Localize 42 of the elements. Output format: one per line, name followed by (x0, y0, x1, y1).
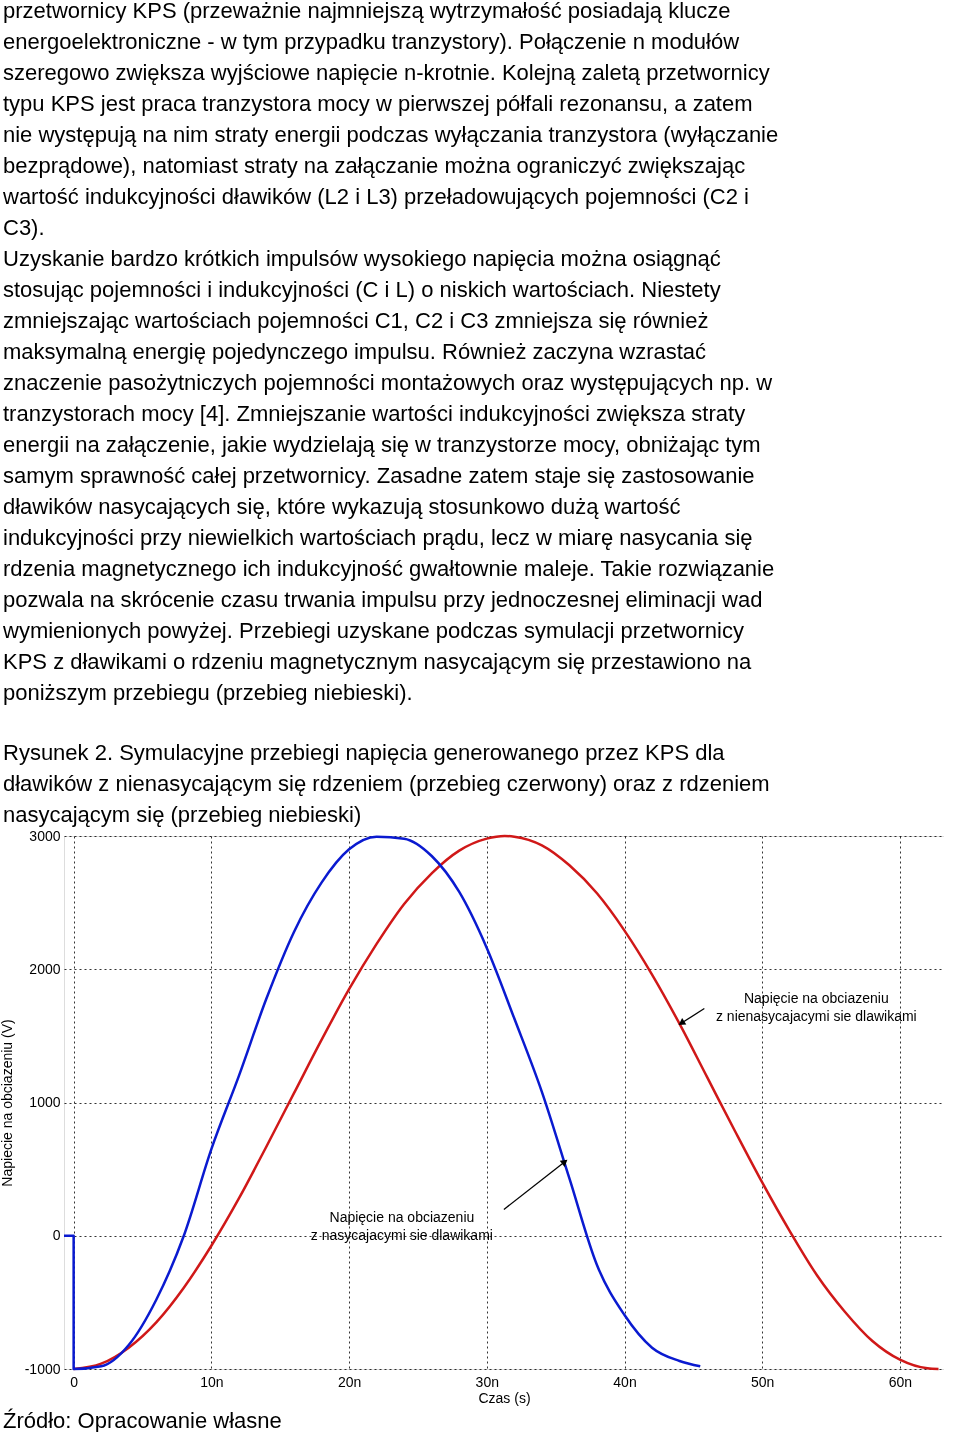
y-tick-label: 1000 (29, 1094, 61, 1110)
text: dławików nasycających się, które wykazują stosunkowo dużą wartość (3, 494, 681, 519)
y-tick-label: 2000 (29, 960, 61, 977)
text: tranzystorach mocy [4]. Zmniejszanie wartości indukcyjności zwiększa straty (3, 401, 746, 426)
text: nie występują na nim straty energii podczas wyłączania tranzystora (wyłączanie (3, 122, 779, 147)
text: zmniejszając wartościach pojemności C1, C2 i C3 zmniejsza się również (3, 308, 709, 333)
text: poniższym przebiegu (przebieg niebieski). (3, 680, 413, 705)
text: samym sprawność całej przetwornicy. Zasadne zatem staje się zastosowanie (3, 463, 755, 488)
x-tick-label: 60n (888, 1373, 913, 1390)
y-tick-label: 3000 (29, 827, 61, 844)
x-tick-label: 20n (337, 1373, 362, 1390)
text: energoelektroniczne - w tym przypadku tranzystory). Połączenie n modułów (3, 29, 740, 54)
text: wymienionych powyżej. Przebiegi uzyskane podczas symulacji przetwornicy (2, 618, 744, 643)
text: znaczenie pasożytniczych pojemności montażowych oraz występujących np. w (3, 370, 773, 395)
y-tick-label: -1000 (24, 1360, 61, 1377)
y-tick-label: 0 (52, 1227, 61, 1244)
chart-title: Rysunek 2. Symulacyjne przebiegi napięcia generowanego przez KPS dla dławików z nienasycającym się rdzeniem (przebieg czerwony) oraz z rdzeniem nasycającym się (przebieg niebieski) (3, 740, 770, 827)
text: Źródło: Opracowanie własne (3, 1408, 282, 1433)
text: energii na załączenie, jakie wydzielają się w tranzystorze mocy, obniżając tym (3, 432, 761, 457)
text: C3). (3, 215, 45, 240)
x-tick-label: 10n (200, 1373, 224, 1390)
x-tick-label: 40n (613, 1373, 637, 1390)
line-series (62, 835, 702, 1371)
x-tick-label: 30n (475, 1373, 499, 1390)
text: pozwala na skrócenie czasu trwania impulsu przy jednoczesnej eliminacji wad (3, 587, 763, 612)
x-tick-label: 0 (70, 1373, 79, 1390)
text: indukcyjności przy niewielkich wartościach prądu, lecz w miarę nasycania się (3, 525, 753, 550)
annotation: Napięcie na obciazeniu z nasycajacymi sie dlawikami (310, 1209, 493, 1244)
x-tick-label: 50n (751, 1373, 775, 1390)
text: szeregowo zwiększa wyjściowe napięcie n-krotnie. Kolejną zaletą przetwornicy (3, 60, 770, 85)
text: KPS z dławikami o rdzeniu magnetycznym nasycającym się przestawiono na (3, 649, 753, 674)
text: wartość indukcyjności dławików (L2 i L3) przeładowujących pojemności (C2 i (2, 184, 749, 209)
x-axis-title: Czas (s) (478, 1389, 531, 1406)
text: przetwornicy KPS (przeważnie najmniejszą wytrzymałość posiadają klucze (3, 0, 731, 23)
text: maksymalną energię pojedynczego impulsu. Również zaczyna wzrastać (3, 339, 707, 364)
annotation: Napięcie na obciazeniu z nienasycajacymi sie dlawikami (715, 989, 917, 1024)
text: bezprądowe), natomiast straty na załączanie można ograniczyć zwiększając (3, 153, 746, 178)
y-axis-title: Napiecie na obciazeniu (V) (0, 1019, 15, 1187)
text: rdzenia magnetycznego ich indukcyjność gwałtownie maleje. Takie rozwiązanie (3, 556, 775, 581)
text: typu KPS jest praca tranzystora mocy w pierwszej półfali rezonansu, a zatem (3, 91, 753, 116)
text: Uzyskanie bardzo krótkich impulsów wysokiego napięcia można osiągnąć (3, 246, 721, 271)
text: stosując pojemności i indukcyjności (C i L) o niskich wartościach. Niestety (3, 277, 721, 302)
